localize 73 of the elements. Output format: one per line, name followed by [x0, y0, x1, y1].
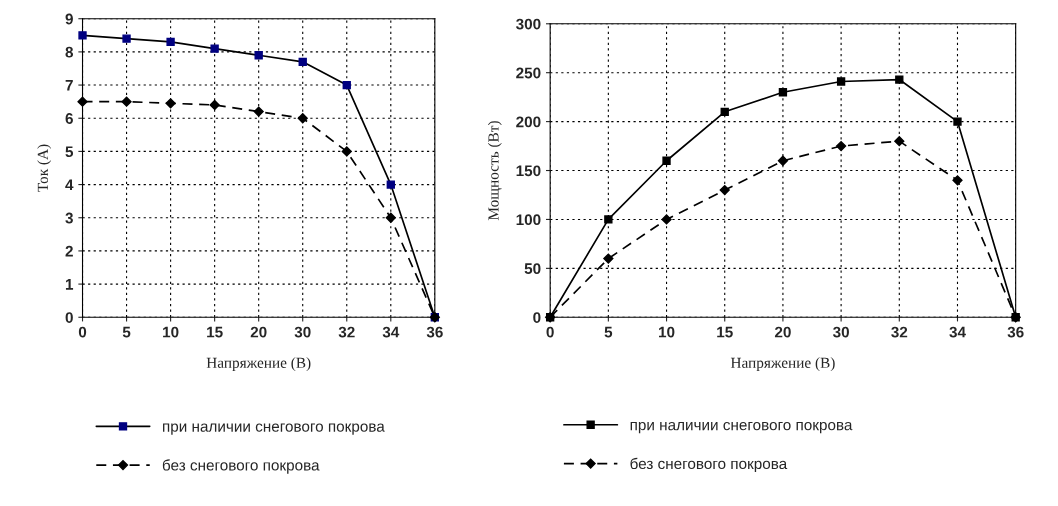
x-tick-label: 36 [1007, 326, 1024, 338]
x-tick-label: 15 [207, 326, 223, 338]
x-axis-title: Напряжение (В) [730, 357, 835, 372]
y-tick-label: 0 [533, 312, 541, 323]
x-tick-label: 15 [717, 326, 733, 338]
x-tick-label: 34 [949, 326, 966, 338]
y-tick-label: 50 [524, 263, 541, 275]
point [121, 96, 132, 107]
legend-label: при наличии снегового покрова [630, 421, 853, 434]
point [78, 31, 87, 40]
y-tick-label: 5 [65, 146, 74, 158]
point [253, 106, 264, 117]
x-tick-label: 10 [163, 326, 179, 338]
point [122, 34, 131, 43]
point [895, 75, 904, 84]
point [661, 214, 672, 225]
point [719, 184, 730, 196]
x-tick-label: 20 [250, 326, 267, 338]
x-tick-label: 10 [659, 326, 675, 338]
y-tick-label: 200 [516, 116, 541, 128]
x-tick-label: 20 [774, 326, 791, 338]
point [342, 80, 351, 90]
y-tick-label: 6 [65, 113, 73, 124]
point [209, 99, 220, 111]
x-tick-label: 34 [382, 326, 400, 338]
point [953, 117, 962, 126]
x-axis-title: Напряжение (В) [206, 357, 311, 372]
point [662, 156, 671, 165]
point [894, 136, 905, 147]
point [952, 175, 963, 186]
point [385, 212, 396, 223]
y-tick-label: 150 [516, 165, 541, 177]
point [386, 180, 395, 189]
point [777, 155, 789, 166]
point [604, 215, 613, 224]
y-axis-title: Ток (А) [37, 144, 52, 192]
point [835, 140, 847, 152]
point [298, 57, 307, 67]
x-tick-label: 32 [338, 326, 355, 338]
y-tick-label: 100 [516, 214, 541, 226]
point [77, 96, 88, 107]
y-tick-label: 8 [65, 46, 74, 58]
x-tick-label: 36 [426, 326, 443, 338]
y-axis-title: Мощность (Вт) [487, 121, 502, 221]
y-tick-label: 2 [65, 245, 73, 257]
point [165, 98, 176, 109]
point [720, 107, 729, 116]
point [341, 146, 352, 157]
point [836, 77, 846, 86]
point [297, 113, 308, 124]
y-tick-label: 4 [65, 179, 74, 191]
legend-label: без снегового покрова [630, 457, 788, 473]
point [166, 37, 175, 47]
point [210, 44, 219, 53]
legend-label: при наличии снегового покрова [163, 423, 385, 435]
x-tick-label: 30 [294, 326, 311, 338]
x-tick-label: 30 [832, 326, 849, 338]
y-tick-label: 0 [65, 312, 73, 323]
x-tick-label: 5 [604, 326, 613, 338]
point [778, 88, 788, 97]
y-tick-label: 9 [65, 13, 73, 25]
y-tick-label: 300 [516, 18, 541, 30]
point [254, 51, 263, 60]
x-tick-label: 0 [546, 326, 554, 338]
legend-label: без снегового покрова [162, 459, 320, 474]
y-tick-label: 1 [65, 279, 74, 290]
y-tick-label: 7 [65, 80, 73, 91]
x-tick-label: 0 [78, 326, 87, 338]
x-tick-label: 32 [891, 326, 908, 338]
point [603, 253, 614, 264]
x-tick-label: 5 [122, 326, 131, 338]
y-tick-label: 3 [65, 212, 73, 224]
y-tick-label: 250 [516, 67, 541, 79]
